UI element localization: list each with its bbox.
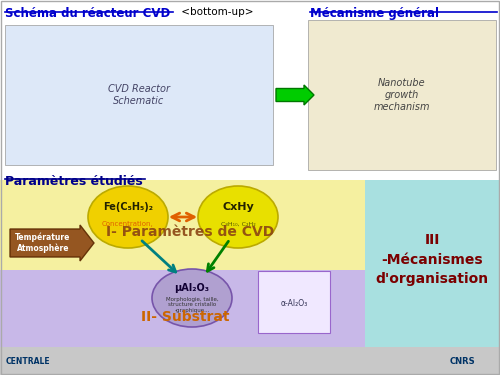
Text: III
-Mécanismes
d'organisation: III -Mécanismes d'organisation <box>376 234 488 286</box>
Text: I- Paramètres de CVD: I- Paramètres de CVD <box>106 225 274 239</box>
FancyArrow shape <box>10 225 94 261</box>
Ellipse shape <box>198 186 278 248</box>
Ellipse shape <box>88 186 168 248</box>
FancyArrow shape <box>276 85 314 105</box>
Text: Nanotube
growth
mechanism: Nanotube growth mechanism <box>374 78 430 112</box>
Ellipse shape <box>152 269 232 327</box>
Text: <bottom-up>: <bottom-up> <box>178 7 254 17</box>
FancyBboxPatch shape <box>258 271 330 333</box>
Text: CVD Reactor
Schematic: CVD Reactor Schematic <box>108 84 170 106</box>
Text: CENTRALE: CENTRALE <box>6 357 51 366</box>
FancyBboxPatch shape <box>0 0 500 180</box>
Text: Mécanisme général: Mécanisme général <box>310 7 439 20</box>
FancyBboxPatch shape <box>0 270 365 347</box>
Text: C₈H₁₀, C₂H₂: C₈H₁₀, C₂H₂ <box>220 222 256 226</box>
Text: CxHy: CxHy <box>222 202 254 212</box>
FancyBboxPatch shape <box>0 347 500 375</box>
Text: μAl₂O₃: μAl₂O₃ <box>174 283 210 293</box>
Text: Paramètres étudiés: Paramètres étudiés <box>5 175 143 188</box>
Text: CNRS: CNRS <box>449 357 475 366</box>
FancyBboxPatch shape <box>365 180 500 347</box>
Text: Concentration,: Concentration, <box>102 221 154 227</box>
FancyBboxPatch shape <box>308 20 496 170</box>
Text: Fe(C₅H₅)₂: Fe(C₅H₅)₂ <box>103 202 153 212</box>
FancyBboxPatch shape <box>0 180 365 270</box>
Text: Schéma du réacteur CVD: Schéma du réacteur CVD <box>5 7 170 20</box>
Text: Morphologie, taille,
structure cristallo
-graphique...: Morphologie, taille, structure cristallo… <box>166 297 218 313</box>
FancyBboxPatch shape <box>5 25 273 165</box>
Text: Température
Atmosphère: Température Atmosphère <box>16 233 70 253</box>
Text: II- Substrat: II- Substrat <box>141 310 229 324</box>
Text: α-Al₂O₃: α-Al₂O₃ <box>280 298 307 307</box>
